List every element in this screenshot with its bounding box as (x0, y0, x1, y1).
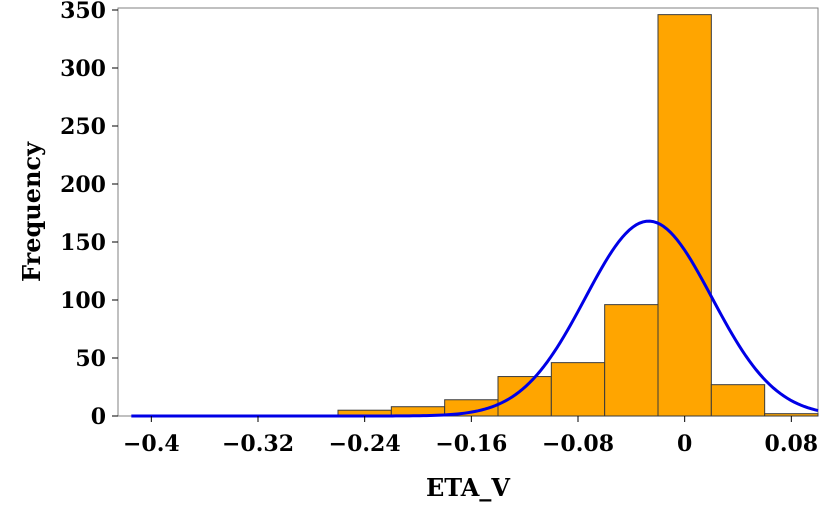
y-tick-label: 100 (60, 288, 106, 314)
y-tick-label: 150 (60, 230, 106, 256)
plot-frame (117, 7, 819, 417)
normal-density-curve (131, 219, 819, 418)
y-axis-title: Frequency (17, 141, 46, 282)
y-tick-label: 0 (91, 404, 106, 430)
histogram-bar (497, 376, 552, 417)
x-axis-ticks: −0.4 −0.32 −0.24 −0.16 −0.08 0 0.08 (123, 416, 818, 457)
histogram-bar (550, 362, 606, 417)
x-tick-label: −0.08 (542, 431, 614, 457)
histogram-bar (657, 14, 712, 417)
y-tick-label: 350 (60, 0, 106, 24)
y-tick-label: 300 (60, 56, 106, 82)
x-tick-label: 0 (677, 431, 692, 457)
x-tick-label: −0.24 (329, 431, 401, 457)
y-tick-label: 50 (75, 346, 106, 372)
histogram-bar (710, 384, 766, 417)
y-axis-ticks: 0 50 100 150 200 250 300 350 (60, 0, 118, 430)
x-tick-label: −0.16 (435, 431, 507, 457)
x-tick-label: −0.32 (222, 431, 294, 457)
x-tick-label: 0.08 (765, 431, 819, 457)
x-axis-title: ETA_V (426, 473, 510, 502)
y-tick-label: 200 (60, 172, 106, 198)
histogram-bar (604, 304, 659, 417)
x-tick-label: −0.4 (123, 431, 180, 457)
histogram-bar (764, 413, 819, 417)
histogram-bars (337, 14, 819, 417)
y-tick-label: 250 (60, 114, 106, 140)
